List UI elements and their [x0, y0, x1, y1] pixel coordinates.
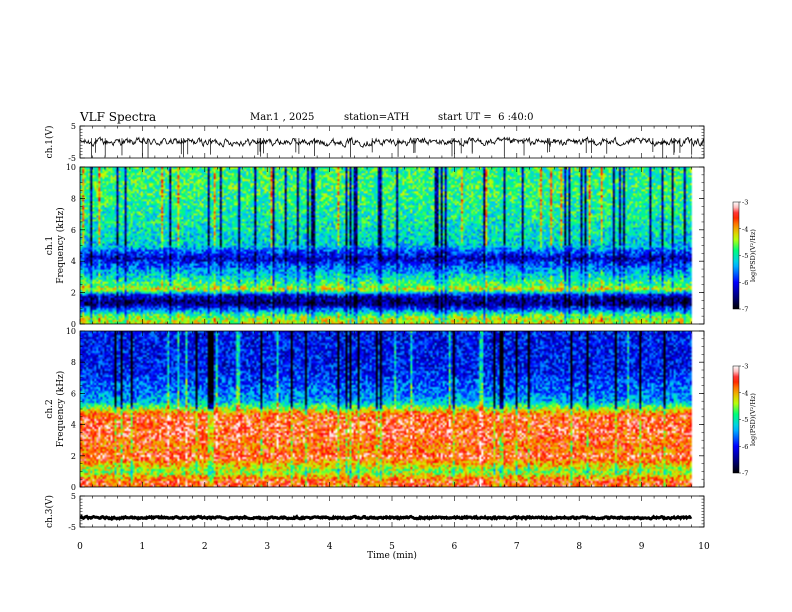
ytick-label-ch1-spectrogram-5: 10	[66, 163, 76, 172]
xtick-label-9: 9	[639, 542, 645, 552]
ch2-spectrogram-image	[80, 331, 704, 487]
ch1-spectrogram-colorbar-tick-2: -5	[742, 252, 748, 260]
station-label: station=ATH	[344, 112, 410, 123]
ch1-waveform-ylabel: ch.1(V)	[44, 126, 55, 159]
xtick-label-2: 2	[202, 542, 208, 552]
ch1-spectrogram-image	[80, 167, 704, 324]
ch1-spectrogram-colorbar-tick-4: -7	[742, 306, 748, 314]
ch2-spectrogram-colorbar-label: log(PSD)(V²/Hz)	[749, 393, 757, 446]
ch1-spectrogram-colorbar-tick-0: -3	[742, 199, 748, 207]
figure-title: VLF Spectra	[80, 110, 157, 124]
start-time-label: start UT = 6 :40:0	[438, 112, 534, 123]
ytick-label-ch1-spectrogram-2: 4	[71, 257, 76, 266]
date-label: Mar.1 , 2025	[250, 112, 315, 123]
ytick-label-ch2-spectrogram-3: 6	[71, 389, 76, 398]
ch2-spectrogram-ylabel: Frequency (kHz)	[55, 371, 66, 448]
xtick-label-6: 6	[452, 542, 458, 552]
ytick-label-ch2-spectrogram-5: 10	[66, 327, 76, 336]
ytick-label-ch1-waveform-1: -5	[68, 154, 76, 163]
x-axis-label: Time (min)	[367, 550, 417, 561]
ytick-label-ch1-spectrogram-1: 2	[71, 289, 76, 298]
ch1-spectrogram-channel-label: ch.1	[45, 236, 55, 255]
ch1-spectrogram-colorbar-tick-1: -4	[742, 225, 748, 233]
xtick-label-7: 7	[514, 542, 520, 552]
ch2-spectrogram-channel-label: ch.2	[45, 399, 55, 418]
ytick-label-ch3-waveform-0: 5	[71, 492, 76, 501]
xtick-label-1: 1	[140, 542, 146, 552]
ch1-spectrogram-colorbar-tick-3: -6	[742, 279, 748, 287]
ytick-label-ch1-spectrogram-0: 0	[71, 320, 76, 329]
ch1-spectrogram-ylabel: Frequency (kHz)	[55, 207, 66, 284]
ch3-waveform-trace	[79, 514, 693, 521]
ytick-label-ch1-waveform-0: 5	[71, 122, 76, 131]
ytick-label-ch1-spectrogram-4: 8	[71, 194, 76, 203]
ch1-waveform-trace	[79, 136, 705, 149]
ytick-label-ch3-waveform-1: -5	[68, 523, 76, 532]
ytick-label-ch2-spectrogram-2: 4	[71, 421, 76, 430]
ytick-label-ch2-spectrogram-0: 0	[71, 483, 76, 492]
ch1-spectrogram-colorbar	[732, 201, 740, 310]
xtick-label-5: 5	[389, 542, 395, 552]
xtick-label-3: 3	[264, 542, 270, 552]
xtick-label-10: 10	[698, 542, 710, 552]
xtick-label-8: 8	[576, 542, 582, 552]
ch3-waveform-ylabel: ch.3(V)	[44, 495, 55, 528]
ytick-label-ch2-spectrogram-1: 2	[71, 452, 76, 461]
xtick-label-0: 0	[77, 542, 83, 552]
ch2-spectrogram-colorbar-tick-0: -3	[742, 363, 748, 371]
ch2-spectrogram-colorbar	[732, 365, 740, 474]
xtick-label-4: 4	[327, 542, 333, 552]
ch2-spectrogram-colorbar-tick-1: -4	[742, 389, 748, 397]
ch2-spectrogram-colorbar-tick-4: -7	[742, 470, 748, 478]
ch1-spectrogram-colorbar-label: log(PSD)(V²/Hz)	[749, 229, 757, 282]
ch2-spectrogram-colorbar-tick-2: -5	[742, 416, 748, 424]
ch2-spectrogram-colorbar-tick-3: -6	[742, 443, 748, 451]
ytick-label-ch1-spectrogram-3: 6	[71, 226, 76, 235]
ytick-label-ch2-spectrogram-4: 8	[71, 358, 76, 367]
